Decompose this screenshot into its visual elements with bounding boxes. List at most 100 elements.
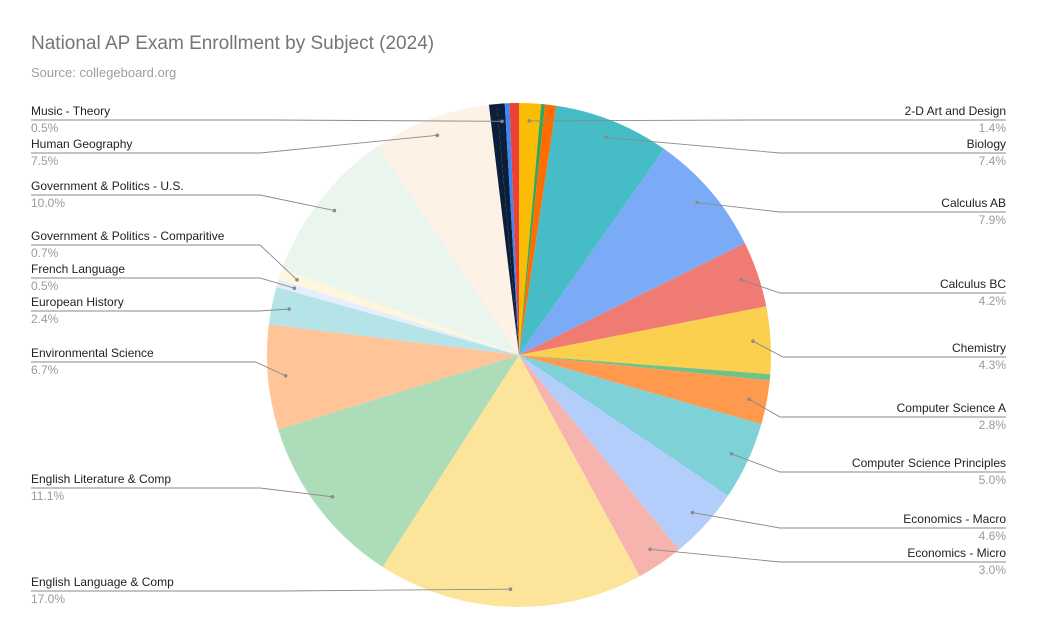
slice-label-government-and-politics-comparitive: Government & Politics - Comparitive <box>31 229 225 243</box>
slice-label-french-language: French Language <box>31 262 125 276</box>
slice-percent-computer-science-a: 2.8% <box>979 418 1007 432</box>
pie-slice-english-language-and-comp <box>382 355 640 608</box>
leader-dot-human-geography <box>435 133 440 138</box>
slice-percent-government-and-politics-comparitive: 0.7% <box>31 246 59 260</box>
pie-slice-unlabeled-20 <box>488 103 519 355</box>
slice-percent-2-d-art-and-design: 1.4% <box>979 121 1007 135</box>
slice-label-environmental-science: Environmental Science <box>31 346 154 360</box>
leader-line-calculus-bc <box>740 279 1006 294</box>
slice-label-calculus-ab: Calculus AB <box>941 196 1006 210</box>
slice-percent-music-theory: 0.5% <box>31 121 59 135</box>
leader-dot-economics-macro <box>690 510 695 515</box>
pie-slice-english-literature-and-comp <box>278 355 519 567</box>
slice-label-biology: Biology <box>967 137 1006 151</box>
leader-line-computer-science-principles <box>731 453 1006 473</box>
leader-dot-calculus-bc <box>739 278 743 282</box>
pie-slice-biology <box>519 105 665 355</box>
slice-label-english-literature-and-comp: English Literature & Comp <box>31 472 171 486</box>
slice-percent-european-history: 2.4% <box>31 312 59 326</box>
leader-line-2-d-art-and-design <box>529 119 1006 122</box>
pie-slice-human-geography <box>378 104 519 355</box>
leader-dot-computer-science-principles <box>729 452 734 456</box>
slice-label-music-theory: Music - Theory <box>31 104 110 118</box>
pie-slice-music-theory <box>496 103 519 356</box>
pie-slice-calculus-ab <box>519 149 745 355</box>
leader-line-government-and-politics-u-s <box>31 194 335 212</box>
slice-label-computer-science-principles: Computer Science Principles <box>852 456 1006 470</box>
leader-line-human-geography <box>31 134 438 154</box>
leader-line-chemistry <box>752 340 1006 358</box>
pie-slice-unlabeled-7 <box>519 355 771 381</box>
leader-line-computer-science-a <box>748 398 1006 418</box>
chart-subtitle: Source: collegeboard.org <box>31 65 177 80</box>
pie-slice-unlabeled-1 <box>519 103 546 355</box>
leader-dot-environmental-science <box>283 374 288 378</box>
slice-percent-government-and-politics-u-s: 10.0% <box>31 196 65 210</box>
slice-label-economics-macro: Economics - Macro <box>903 512 1006 526</box>
leader-line-economics-micro <box>650 548 1006 563</box>
pie-slice-economics-micro <box>519 355 680 577</box>
leader-line-english-language-and-comp <box>31 588 511 592</box>
leader-dot-european-history <box>287 307 292 311</box>
slice-labels: 2-D Art and Design 1.4% Biology 7.4% Calculu… <box>31 104 1006 606</box>
slice-label-european-history: European History <box>31 295 124 309</box>
leader-line-music-theory <box>31 119 503 122</box>
slice-percent-biology: 7.4% <box>979 154 1007 168</box>
leader-dot-english-literature-and-comp <box>330 495 335 499</box>
slice-percent-environmental-science: 6.7% <box>31 363 59 377</box>
leader-lines <box>31 119 1006 592</box>
pie-slice-computer-science-a <box>519 355 770 425</box>
slice-label-human-geography: Human Geography <box>31 137 132 151</box>
slice-label-english-language-and-comp: English Language & Comp <box>31 575 174 589</box>
leader-dot-2-d-art-and-design <box>527 119 532 123</box>
slice-label-computer-science-a: Computer Science A <box>897 401 1006 415</box>
slice-percent-english-language-and-comp: 17.0% <box>31 592 65 606</box>
pie-slice-chemistry <box>519 306 772 375</box>
leader-line-environmental-science <box>31 361 286 377</box>
slice-label-government-and-politics-u-s: Government & Politics - U.S. <box>31 179 184 193</box>
leader-line-english-literature-and-comp <box>31 487 333 498</box>
slice-percent-calculus-ab: 7.9% <box>979 213 1007 227</box>
pie-slice-calculus-bc <box>519 243 767 355</box>
pie-slice-european-history <box>268 287 519 355</box>
leader-dot-government-and-politics-u-s <box>332 208 337 213</box>
pie-slice-2-d-art-and-design <box>519 103 542 355</box>
pie-slice-unlabeled-23 <box>509 103 519 355</box>
leader-dot-chemistry <box>751 339 755 344</box>
leader-line-biology <box>606 137 1006 154</box>
leader-line-economics-macro <box>692 512 1006 529</box>
leader-dot-english-language-and-comp <box>508 587 513 591</box>
slice-percent-calculus-bc: 4.2% <box>979 294 1007 308</box>
pie-slice-government-and-politics-u-s <box>282 145 519 355</box>
leader-line-calculus-ab <box>697 202 1006 213</box>
slice-percent-computer-science-principles: 5.0% <box>979 473 1007 487</box>
leader-dot-music-theory <box>500 119 504 124</box>
slice-percent-chemistry: 4.3% <box>979 358 1007 372</box>
slice-percent-economics-micro: 3.0% <box>979 563 1007 577</box>
slice-percent-human-geography: 7.5% <box>31 154 59 168</box>
slice-percent-economics-macro: 4.6% <box>979 529 1007 543</box>
slice-percent-english-literature-and-comp: 11.1% <box>31 489 64 503</box>
pie-slices <box>266 103 772 608</box>
pie-slice-government-and-politics-comparitive <box>278 268 519 355</box>
leader-line-government-and-politics-comparitive <box>31 244 298 281</box>
chart-title: National AP Exam Enrollment by Subject (… <box>31 33 435 54</box>
pie-slice-environmental-science <box>266 324 519 430</box>
leader-dot-economics-micro <box>648 547 652 552</box>
leader-dot-calculus-ab <box>695 200 699 205</box>
leader-line-european-history <box>31 308 290 312</box>
slice-label-chemistry: Chemistry <box>952 341 1006 355</box>
pie-slice-computer-science-principles <box>519 355 762 496</box>
pie-slice-unlabeled-2 <box>519 104 557 355</box>
slice-label-2-d-art-and-design: 2-D Art and Design <box>905 104 1006 118</box>
leader-dot-biology <box>604 135 608 140</box>
leader-dot-computer-science-a <box>747 397 751 402</box>
slice-label-calculus-bc: Calculus BC <box>940 277 1006 291</box>
leader-line-french-language <box>31 277 295 289</box>
pie-slice-economics-macro <box>519 355 728 550</box>
slice-percent-french-language: 0.5% <box>31 279 59 293</box>
pie-slice-unlabeled-22 <box>504 103 519 356</box>
pie-slice-french-language <box>276 279 519 355</box>
leader-dot-french-language <box>292 286 297 291</box>
